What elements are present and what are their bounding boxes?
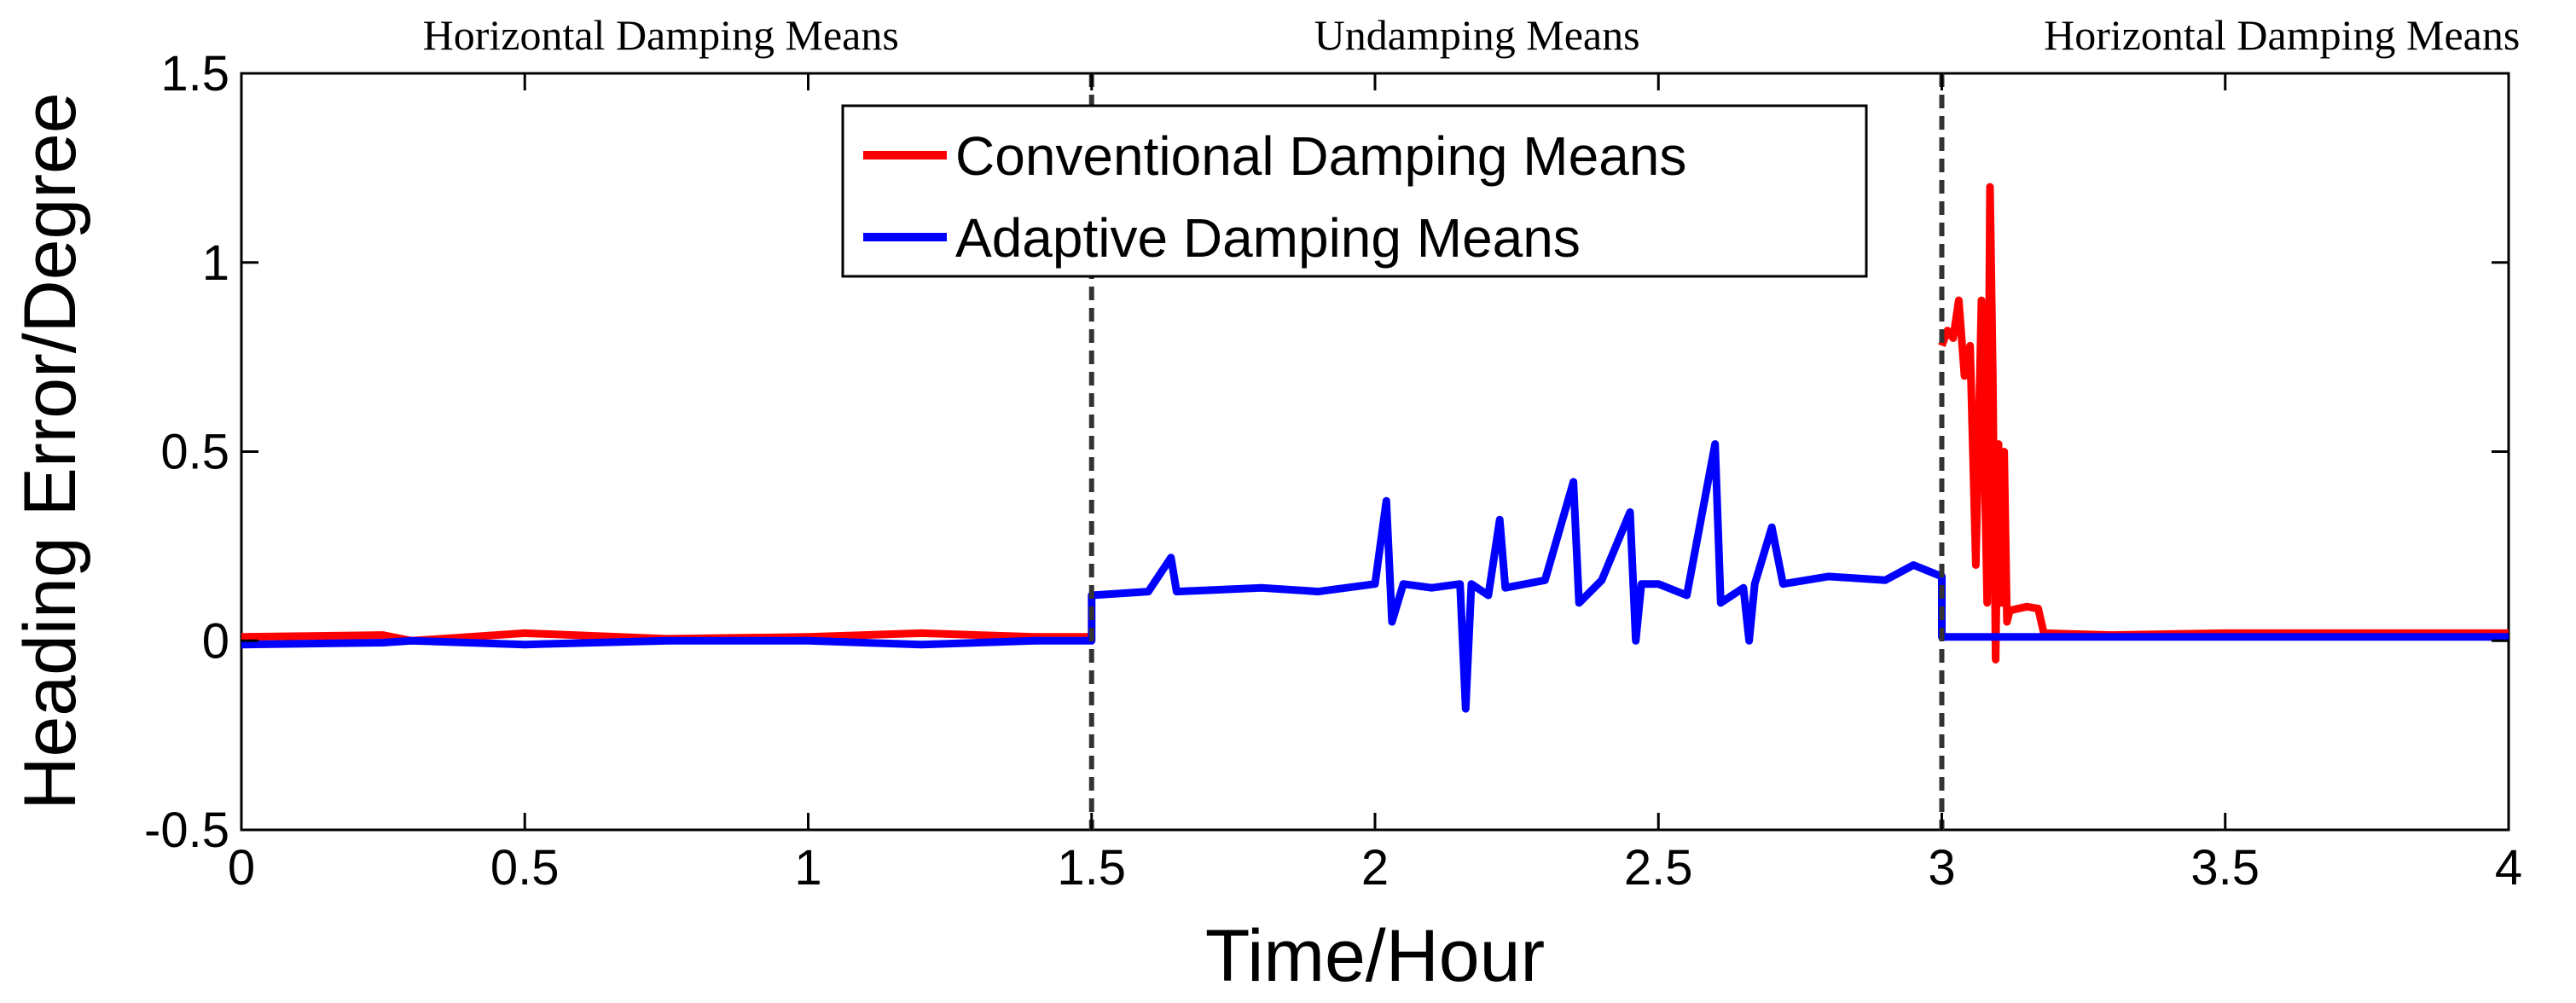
legend: Conventional Damping Means Adaptive Damp… xyxy=(841,104,1868,278)
tick-layer: 0 0.5 1 1.5 2 2.5 3 3.5 41.510.50-0.5 xyxy=(144,46,2522,896)
region-label-0: Horizontal Damping Means xyxy=(423,11,899,59)
x-tick-label-2: 1 xyxy=(794,840,821,896)
region-label-2: Horizontal Damping Means xyxy=(2044,11,2520,59)
region-layer: Horizontal Damping Means Undamping Means H… xyxy=(423,11,2521,59)
y-tick-label-1: 1 xyxy=(202,235,229,291)
x-tick-label-4: 2 xyxy=(1361,840,1389,896)
y-tick-label-0: 1.5 xyxy=(160,46,229,101)
region-label-1: Undamping Means xyxy=(1314,11,1640,59)
x-axis-title: Time/Hour xyxy=(1205,915,1545,997)
legend-label-adaptive: Adaptive Damping Means xyxy=(955,207,1581,269)
divider-layer xyxy=(1088,73,1945,830)
y-tick-label-2: 0.5 xyxy=(160,425,229,480)
x-tick-label-3: 1.5 xyxy=(1057,840,1126,896)
x-tick-label-7: 3.5 xyxy=(2190,840,2260,896)
x-tick-label-8: 4 xyxy=(2495,840,2522,896)
legend-box xyxy=(841,104,1868,278)
x-tick-label-6: 3 xyxy=(1928,840,1955,896)
legend-label-conventional: Conventional Damping Means xyxy=(955,125,1686,187)
y-tick-label-4: -0.5 xyxy=(144,803,229,858)
y-axis-title: Heading Error/Degree xyxy=(9,92,91,809)
x-tick-label-0: 0 xyxy=(228,840,255,896)
y-tick-label-3: 0 xyxy=(202,613,229,669)
x-tick-label-1: 0.5 xyxy=(490,840,560,896)
x-tick-label-5: 2.5 xyxy=(1624,840,1693,896)
